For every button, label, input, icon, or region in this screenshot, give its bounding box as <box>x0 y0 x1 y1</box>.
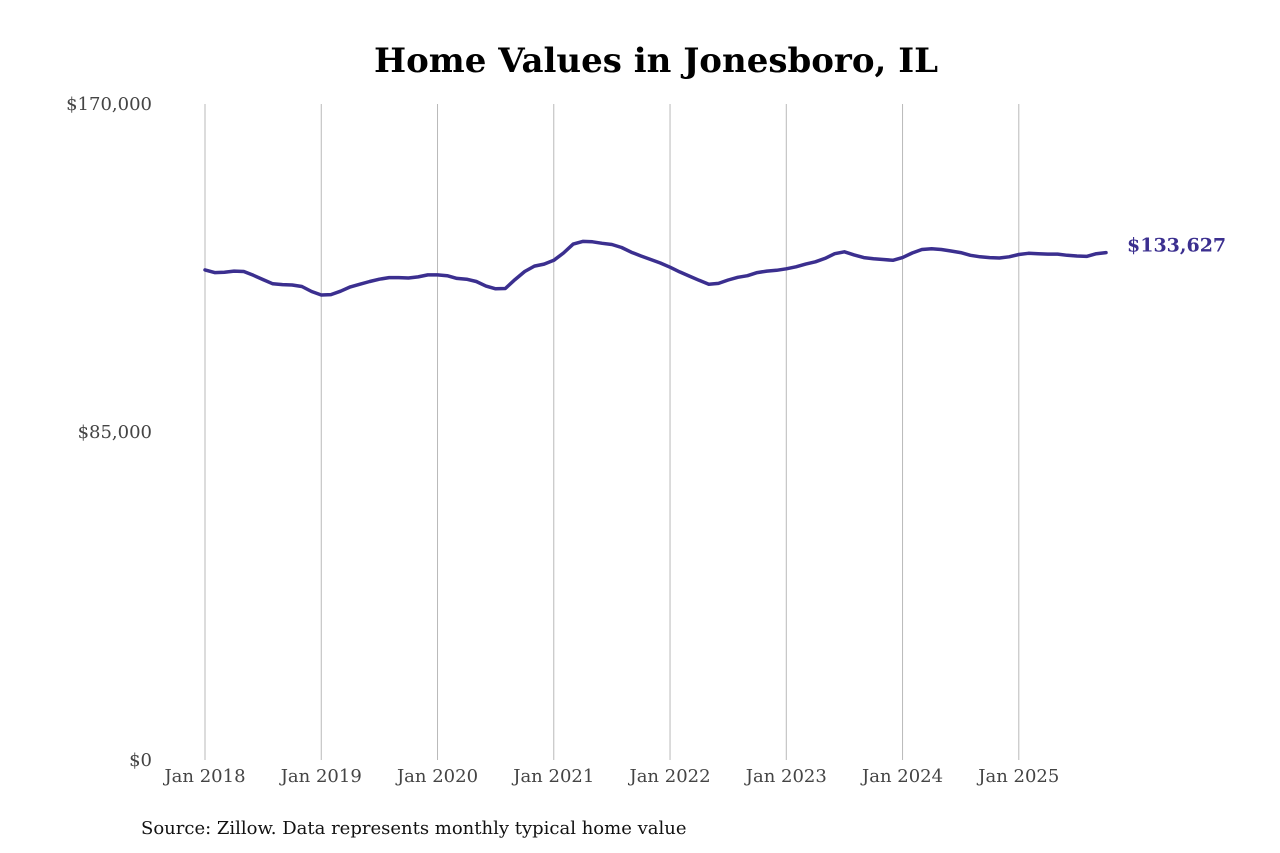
y-tick-label: $170,000 <box>66 94 152 115</box>
x-tick-label: Jan 2022 <box>627 766 710 787</box>
x-tick-label: Jan 2021 <box>511 766 594 787</box>
x-axis-tick-labels: Jan 2018 Jan 2019 Jan 2020 Jan 2021 Jan 2022… <box>162 766 1059 787</box>
x-tick-label: Jan 2020 <box>395 766 478 787</box>
vertical-gridlines <box>204 104 1020 760</box>
x-tick-label: Jan 2023 <box>744 766 827 787</box>
chart-title: Home Values in Jonesboro, IL <box>374 41 938 81</box>
y-axis-tick-labels: $0 $85,000 $170,000 <box>66 94 152 771</box>
y-tick-label: $85,000 <box>78 422 152 443</box>
x-tick-label: Jan 2024 <box>860 766 943 787</box>
x-tick-label: Jan 2018 <box>162 766 245 787</box>
home-value-series-line <box>203 239 1108 297</box>
x-tick-label: Jan 2019 <box>279 766 362 787</box>
x-tick-label: Jan 2025 <box>976 766 1059 787</box>
y-tick-label: $0 <box>129 750 152 771</box>
source-note: Source: Zillow. Data represents monthly … <box>141 818 687 839</box>
latest-value-label: $133,627 <box>1127 235 1226 257</box>
